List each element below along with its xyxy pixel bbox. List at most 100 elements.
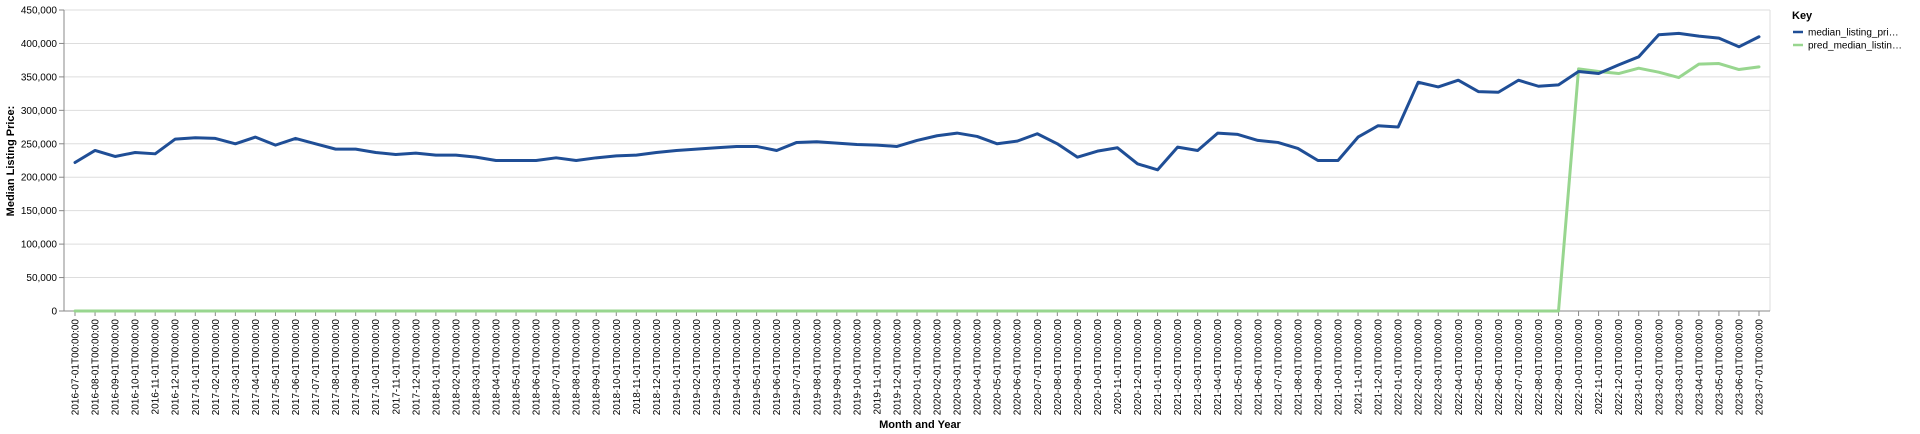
x-tick-label: 2018-08-01T00:00:00 [572,319,583,416]
y-tick-label: 400,000 [21,39,58,50]
x-tick-label: 2022-06-01T00:00:00 [1494,319,1505,416]
x-tick-label: 2018-09-01T00:00:00 [592,319,603,416]
x-tick-label: 2022-02-01T00:00:00 [1414,319,1425,416]
x-tick-label: 2018-12-01T00:00:00 [652,319,663,416]
x-tick-label: 2022-04-01T00:00:00 [1454,319,1465,416]
x-tick-label: 2021-10-01T00:00:00 [1334,319,1345,416]
x-tick-label: 2022-05-01T00:00:00 [1474,319,1485,416]
x-tick-label: 2022-10-01T00:00:00 [1574,319,1585,416]
x-tick-label: 2020-01-01T00:00:00 [913,319,924,416]
x-tick-label: 2022-12-01T00:00:00 [1614,319,1625,416]
y-axis-title: Median Listing Price: [5,106,17,217]
x-tick-label: 2023-07-01T00:00:00 [1755,319,1766,416]
y-tick-label: 250,000 [21,139,58,150]
x-tick-label: 2016-09-01T00:00:00 [111,319,122,416]
y-gridlines [64,9,1771,312]
x-tick-label: 2019-09-01T00:00:00 [832,319,843,416]
x-tick-label: 2021-11-01T00:00:00 [1354,319,1365,415]
y-tick-label: 100,000 [21,240,58,251]
x-tick-label: 2018-07-01T00:00:00 [552,319,563,416]
y-tick-label: 350,000 [21,72,58,83]
x-tick-label: 2022-01-01T00:00:00 [1394,319,1405,416]
legend-label: pred_median_listin… [1808,41,1902,52]
x-tick-label: 2021-05-01T00:00:00 [1233,319,1244,416]
y-tick-label: 0 [51,307,57,318]
x-tick-label: 2016-11-01T00:00:00 [151,319,162,415]
x-tick-label: 2020-08-01T00:00:00 [1053,319,1064,416]
x-tick-label: 2021-04-01T00:00:00 [1213,319,1224,416]
x-tick-label: 2021-09-01T00:00:00 [1313,319,1324,416]
x-tick-label: 2017-10-01T00:00:00 [371,319,382,416]
x-tick-label: 2018-03-01T00:00:00 [471,319,482,416]
x-tick-label: 2019-02-01T00:00:00 [692,319,703,416]
x-tick-label: 2020-11-01T00:00:00 [1113,319,1124,415]
x-tick-label: 2023-02-01T00:00:00 [1654,319,1665,416]
series-lines [73,31,1761,313]
x-tick-label: 2018-11-01T00:00:00 [632,319,643,415]
x-tick-label: 2022-08-01T00:00:00 [1534,319,1545,416]
x-tick-label: 2022-03-01T00:00:00 [1434,319,1445,416]
x-tick-label: 2019-07-01T00:00:00 [792,319,803,416]
x-tick-label: 2023-05-01T00:00:00 [1714,319,1725,416]
x-tick-label: 2020-06-01T00:00:00 [1013,319,1024,416]
x-tick-label: 2021-08-01T00:00:00 [1293,319,1304,416]
legend-label: median_listing_pri… [1808,28,1899,39]
x-tick-label: 2017-03-01T00:00:00 [231,319,242,416]
x-tick-label: 2017-06-01T00:00:00 [291,319,302,416]
x-tick-label: 2020-03-01T00:00:00 [953,319,964,416]
x-tick-label: 2017-09-01T00:00:00 [351,319,362,416]
x-tick-label: 2017-02-01T00:00:00 [211,319,222,416]
x-tick-label: 2023-03-01T00:00:00 [1674,319,1685,416]
y-tick-label: 150,000 [21,206,58,217]
x-tick-label: 2021-06-01T00:00:00 [1253,319,1264,416]
series-line-0 [73,31,1761,172]
x-tick-label: 2018-01-01T00:00:00 [431,319,442,416]
x-tick-label: 2020-09-01T00:00:00 [1073,319,1084,416]
x-tick-label: 2022-07-01T00:00:00 [1514,319,1525,416]
x-tick-label: 2021-02-01T00:00:00 [1173,319,1184,416]
legend: Key median_listing_pri… pred_median_listi… [1792,10,1902,52]
x-tick-label: 2022-11-01T00:00:00 [1594,319,1605,415]
x-tick-label: 2020-07-01T00:00:00 [1033,319,1044,416]
x-tick-label: 2020-04-01T00:00:00 [973,319,984,416]
x-tick-label: 2017-12-01T00:00:00 [411,319,422,416]
x-tick-label: 2017-11-01T00:00:00 [391,319,402,415]
y-tick-label: 300,000 [21,106,58,117]
x-tick-label: 2020-02-01T00:00:00 [933,319,944,416]
x-tick-label: 2019-04-01T00:00:00 [732,319,743,416]
x-tick-label: 2017-04-01T00:00:00 [251,319,262,416]
x-tick-label: 2020-12-01T00:00:00 [1133,319,1144,416]
x-tick-label: 2019-12-01T00:00:00 [892,319,903,416]
y-tick-label: 50,000 [26,273,57,284]
x-tick-label: 2021-03-01T00:00:00 [1193,319,1204,416]
x-tick-label: 2021-01-01T00:00:00 [1153,319,1164,416]
y-axis: 0 50,000 100,000 150,000 200,000 250,000 300,0… [21,6,65,318]
x-axis: 2016-07-01T00:00:00 2016-08-01T00:00:00 20… [64,310,1770,416]
x-tick-label: 2016-12-01T00:00:00 [171,319,182,416]
x-axis-title: Month and Year [879,419,961,431]
x-tick-label: 2019-03-01T00:00:00 [712,319,723,416]
x-tick-label: 2018-02-01T00:00:00 [451,319,462,416]
x-tick-label: 2021-07-01T00:00:00 [1273,319,1284,416]
x-tick-label: 2018-04-01T00:00:00 [492,319,503,416]
x-tick-label: 2016-08-01T00:00:00 [91,319,102,416]
x-tick-label: 2023-01-01T00:00:00 [1634,319,1645,416]
x-tick-label: 2019-11-01T00:00:00 [872,319,883,415]
x-tick-label: 2017-05-01T00:00:00 [271,319,282,416]
x-tick-label: 2016-07-01T00:00:00 [71,319,82,416]
y-tick-label: 450,000 [21,6,58,17]
x-tick-label: 2020-10-01T00:00:00 [1093,319,1104,416]
x-tick-label: 2022-09-01T00:00:00 [1554,319,1565,416]
x-tick-label: 2019-06-01T00:00:00 [772,319,783,416]
x-tick-label: 2016-10-01T00:00:00 [131,319,142,416]
x-tick-label: 2017-08-01T00:00:00 [331,319,342,416]
y-tick-label: 200,000 [21,173,58,184]
x-tick-label: 2021-12-01T00:00:00 [1374,319,1385,416]
x-tick-label: 2018-10-01T00:00:00 [612,319,623,416]
x-tick-label: 2019-01-01T00:00:00 [672,319,683,416]
x-tick-label: 2023-04-01T00:00:00 [1694,319,1705,416]
x-tick-label: 2017-07-01T00:00:00 [311,319,322,416]
x-tick-label: 2019-05-01T00:00:00 [752,319,763,416]
x-tick-label: 2023-06-01T00:00:00 [1734,319,1745,416]
